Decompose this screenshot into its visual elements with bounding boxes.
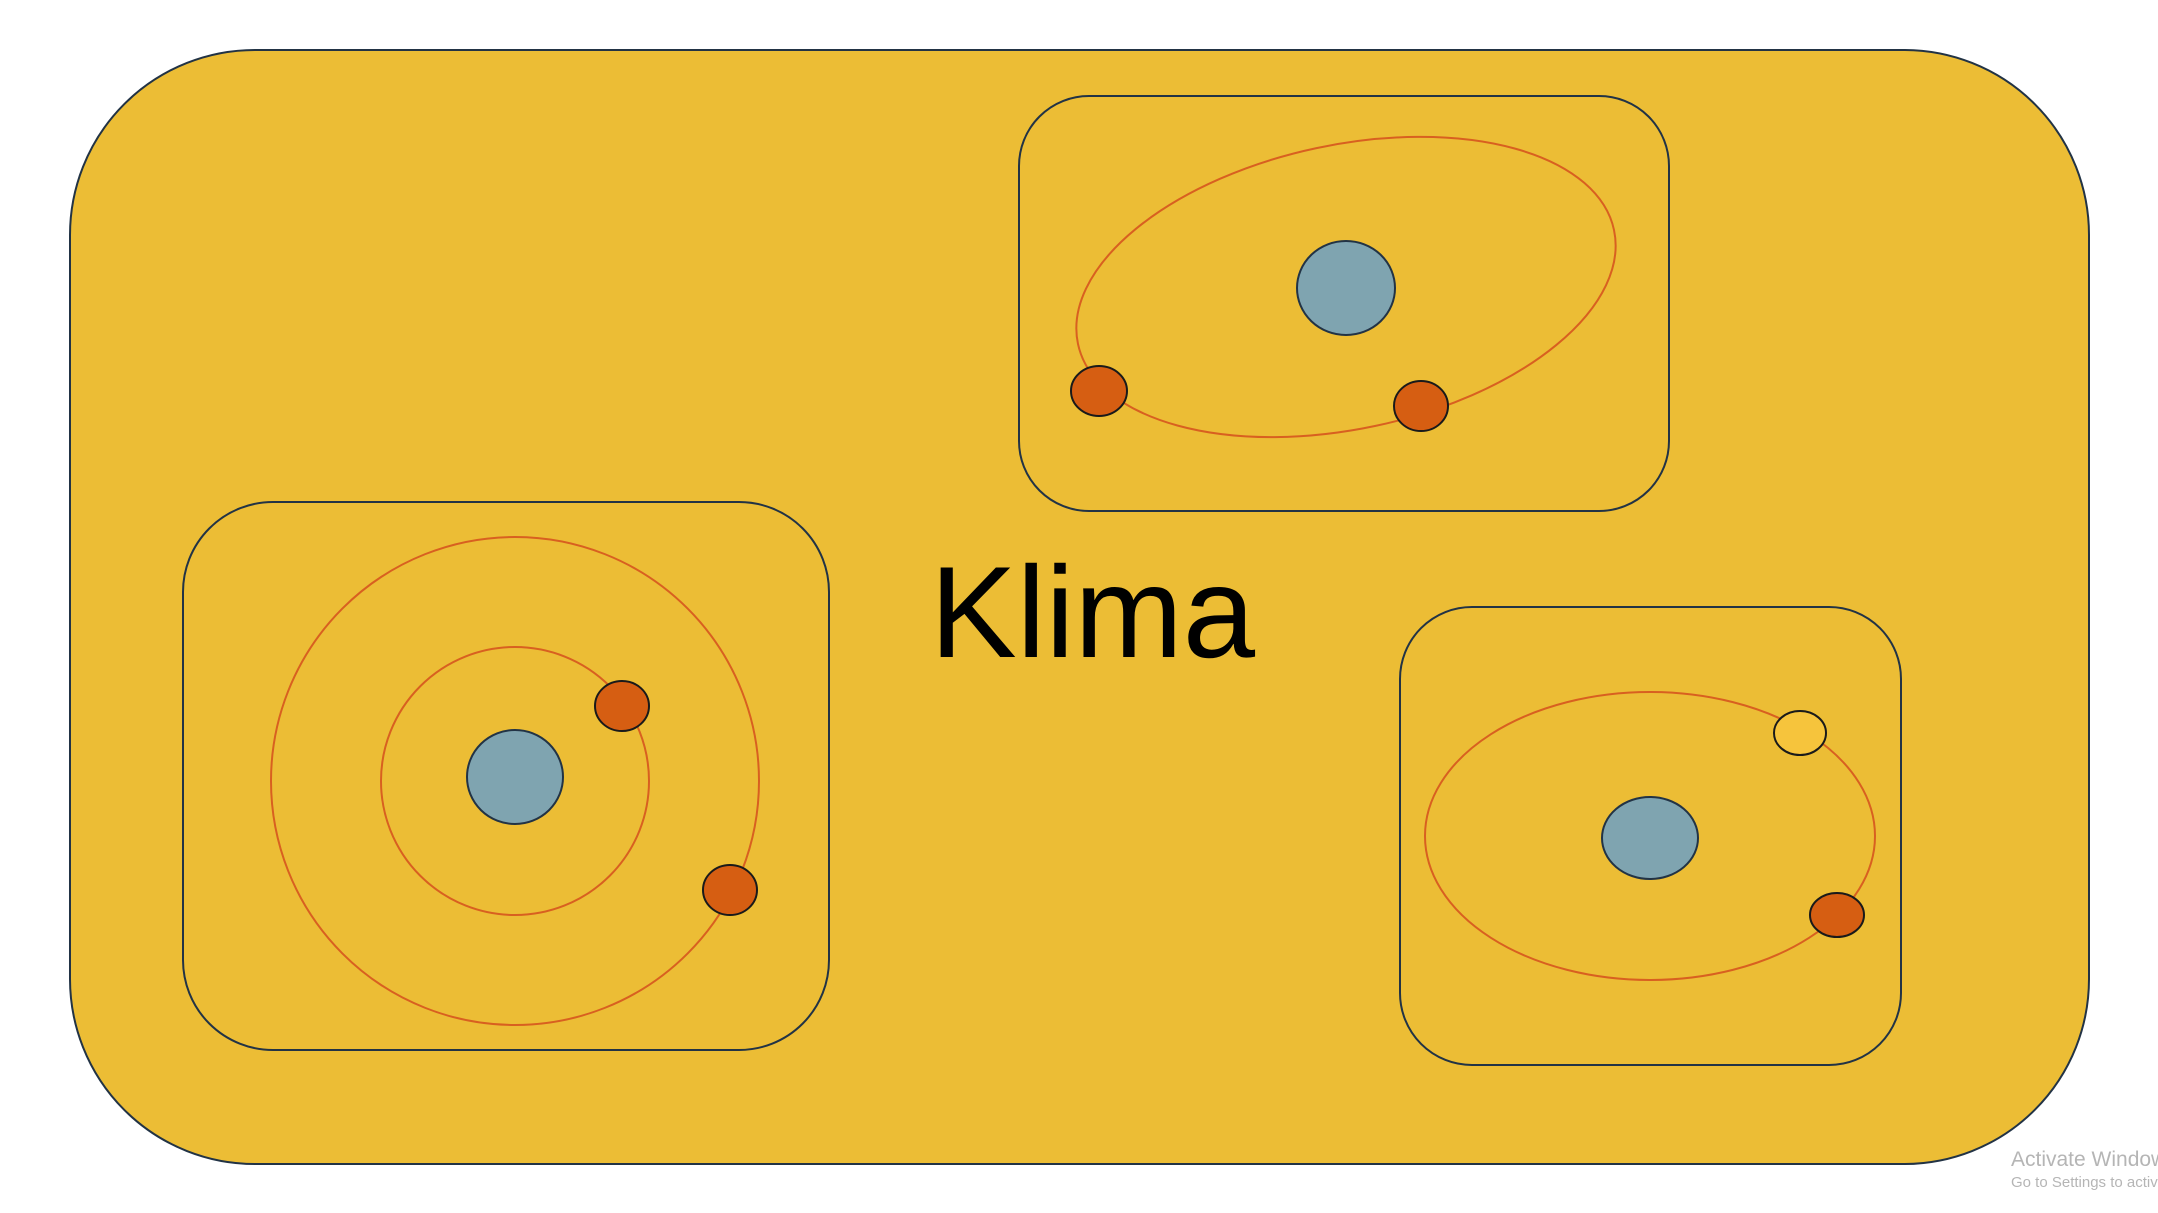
slide-background: [69, 49, 2090, 1165]
atom-panel-right: [1399, 606, 1902, 1066]
panel-frame: [1018, 95, 1670, 512]
electron-dot: [1393, 380, 1449, 432]
nucleus-circle: [1296, 240, 1396, 336]
orbit-ellipse: [1075, 135, 1617, 439]
panel-frame: [182, 501, 830, 1051]
electron-dot: [594, 680, 650, 732]
electron-dot: [1070, 365, 1128, 417]
activation-watermark: Activate Windows Go to Settings to activ…: [2011, 1147, 2158, 1193]
orbit-inner-circle: [380, 646, 650, 916]
watermark-subtitle: Go to Settings to activate Windows.: [2011, 1174, 2158, 1191]
nucleus-circle: [466, 729, 564, 825]
electron-dot: [702, 864, 758, 916]
panel-frame: [1399, 606, 1902, 1066]
atom-panel-left: [182, 501, 830, 1051]
electron-light-dot: [1773, 710, 1827, 756]
atom-panel-top: [1018, 95, 1670, 512]
watermark-title: Activate Windows: [2011, 1148, 2158, 1171]
electron-dot: [1809, 892, 1865, 938]
slide-title: Klima: [930, 539, 1256, 685]
nucleus-circle: [1601, 796, 1699, 880]
orbit-ellipse: [1424, 691, 1876, 981]
orbit-outer-circle: [270, 536, 760, 1026]
